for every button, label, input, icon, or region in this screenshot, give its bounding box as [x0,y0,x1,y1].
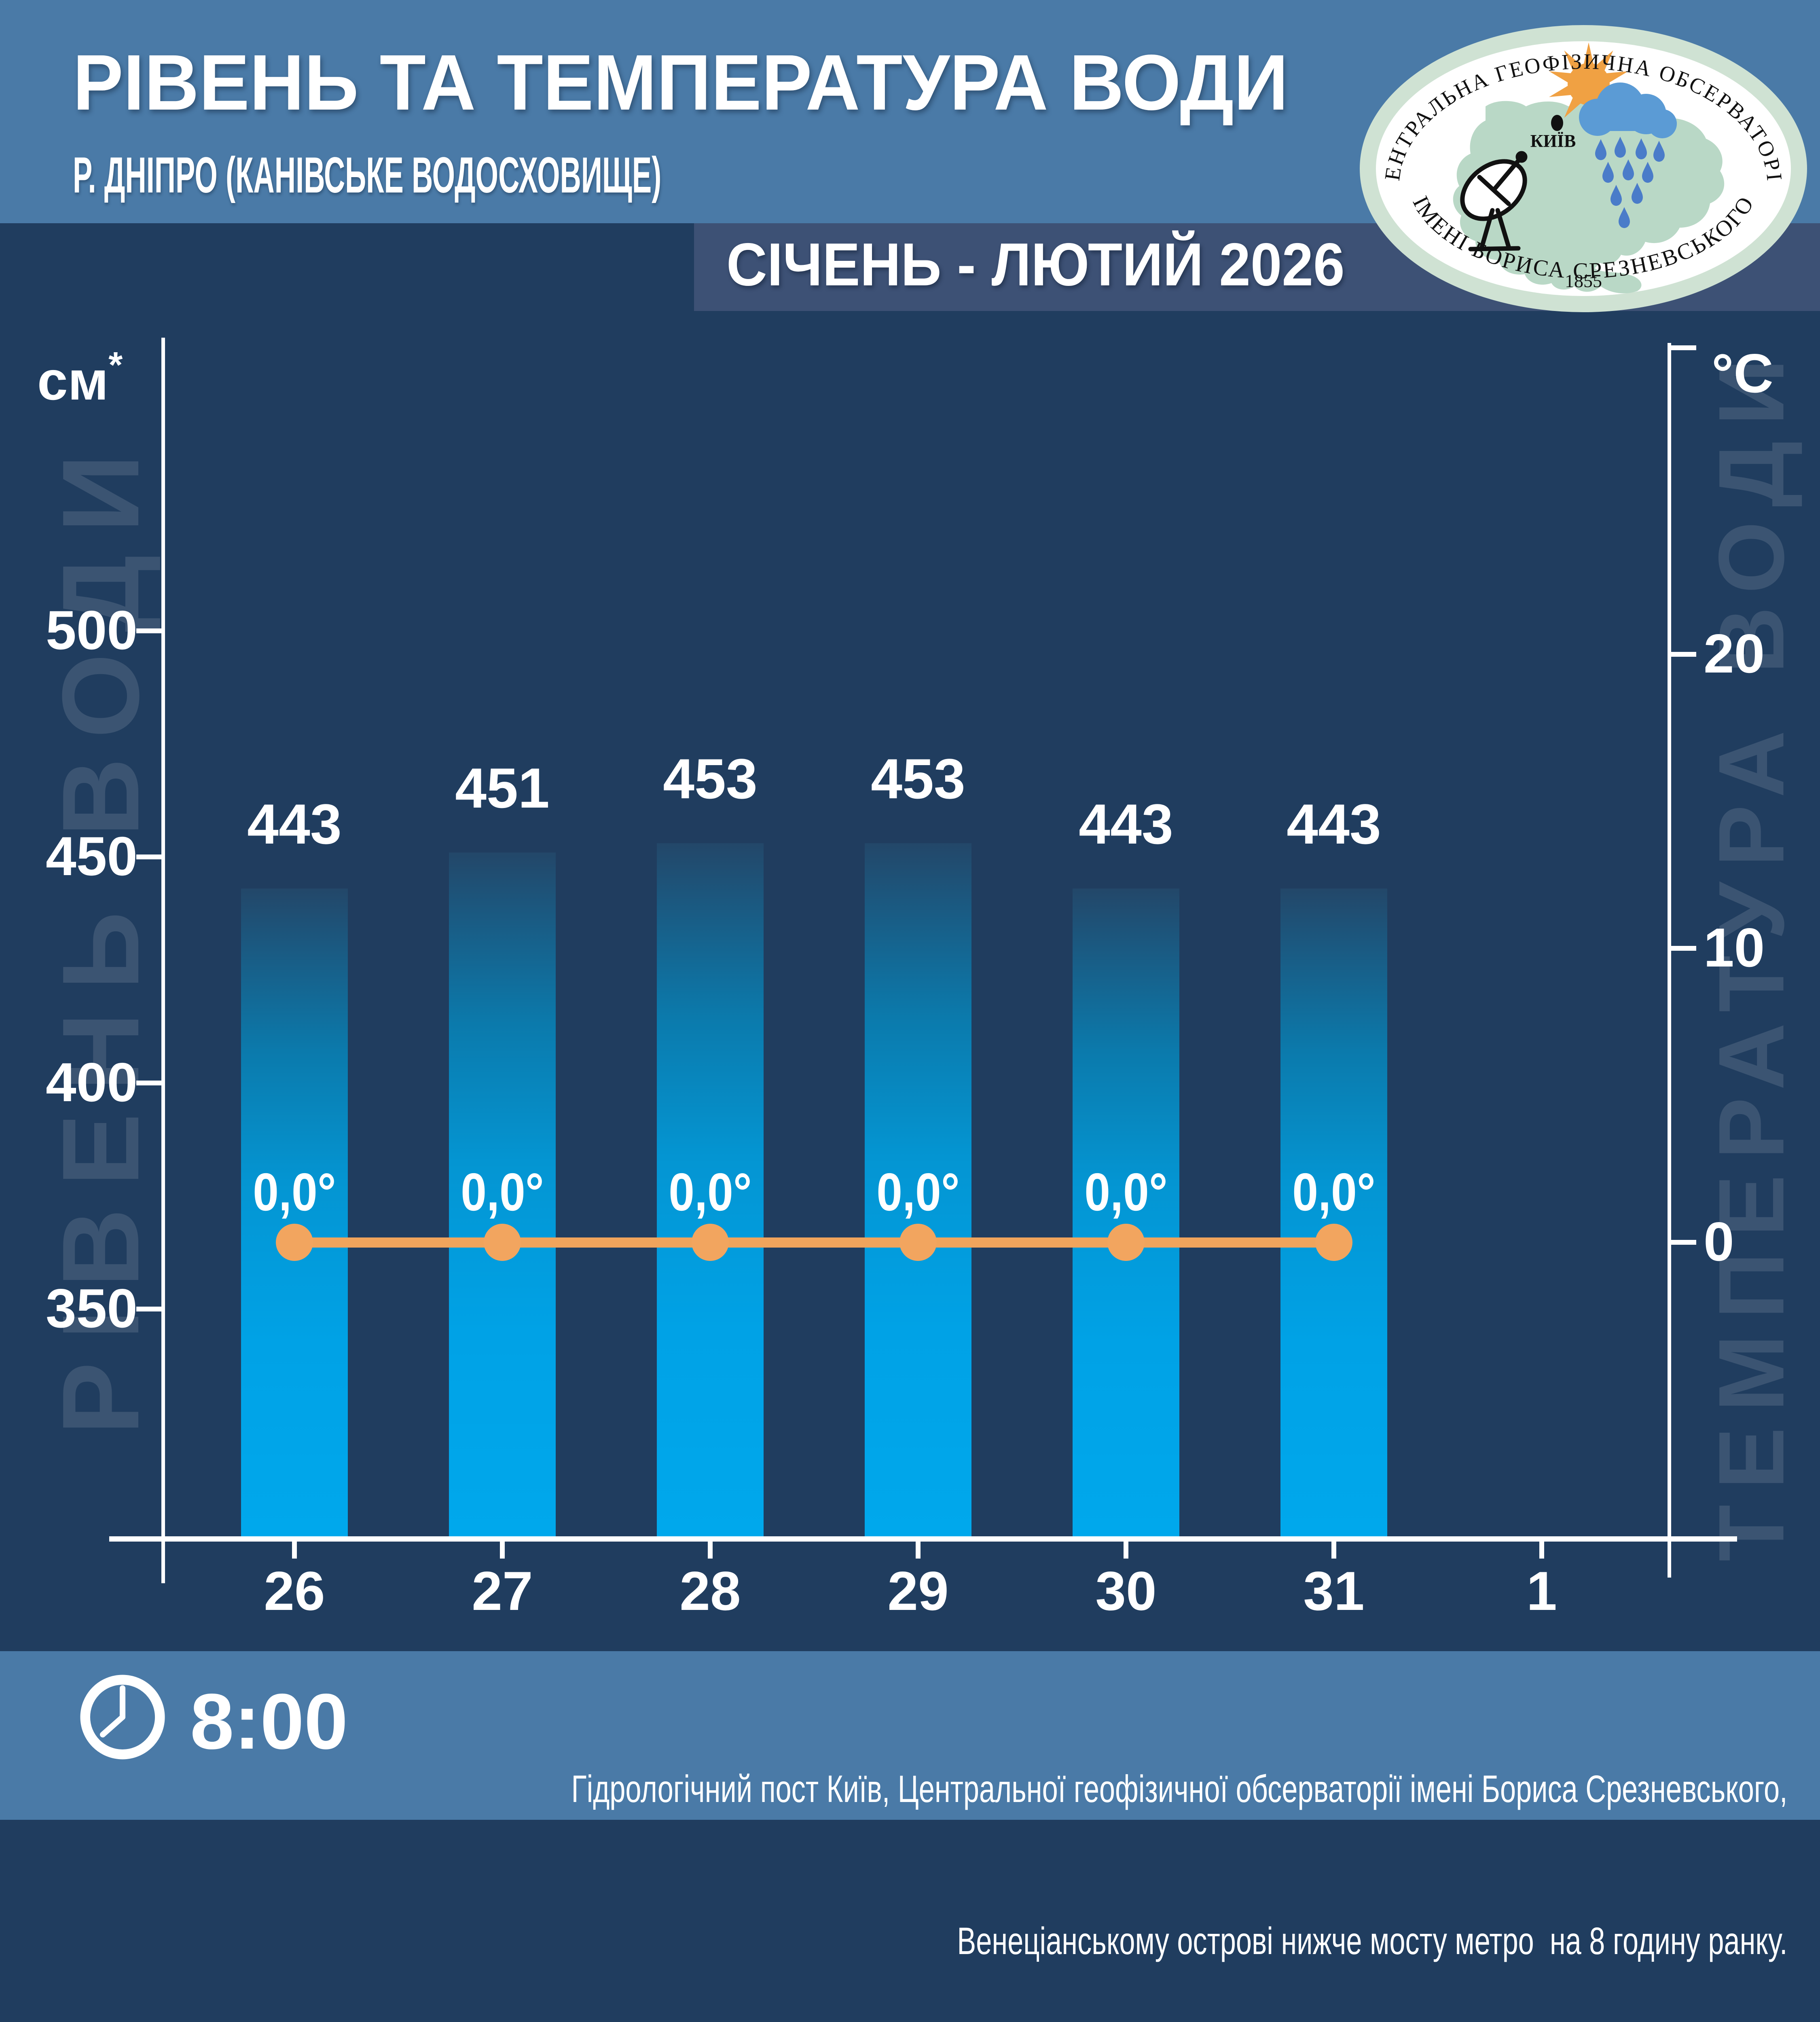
x-axis-label: 30 [1095,1560,1157,1622]
observatory-logo: КИЇВ ЦЕНТРАЛЬНА ГЕОФІЗИЧНА ОБСЕРВАТОРІЯ … [1358,23,1807,312]
temperature-marker [692,1224,729,1261]
bar-value-label: 453 [663,747,758,811]
temperature-label: 0,0° [669,1162,752,1222]
x-axis-label: 29 [887,1560,949,1622]
temperature-line [294,1237,1334,1248]
bar-value-label: 443 [247,792,342,856]
y-axis-tick-right [1671,946,1696,951]
y-axis-tick-label-left: 350 [46,1277,138,1339]
x-axis-line [109,1536,1737,1542]
period-label: СІЧЕНЬ - ЛЮТИЙ 2026 [726,230,1345,298]
infographic-root: РІВЕНЬ ТА ТЕМПЕРАТУРА ВОДИ Р. ДНІПРО (КА… [0,0,1820,1963]
bar-value-label: 453 [871,747,965,811]
temperature-label: 0,0° [253,1162,336,1222]
y-axis-tick-right [1671,1240,1696,1245]
x-axis-tick [500,1539,505,1559]
temperature-label: 0,0° [876,1162,960,1222]
temperature-marker [1107,1224,1145,1261]
y-axis-tick-left [136,1307,161,1311]
clock-icon [80,1675,165,1760]
y-axis-end-tick-right [1671,345,1696,350]
temperature-label: 0,0° [1084,1162,1168,1222]
temperature-marker [1315,1224,1352,1261]
x-axis-label: 28 [679,1560,741,1622]
y-axis-left-line [161,338,165,1583]
x-axis-label: 27 [472,1560,533,1622]
x-axis-label: 26 [264,1560,325,1622]
page-subtitle: Р. ДНІПРО (КАНІВСЬКЕ ВОДОСХОВИЩЕ) [73,147,662,203]
x-axis-tick [292,1539,297,1559]
x-axis-label: 31 [1303,1560,1365,1622]
temperature-marker [899,1224,937,1261]
x-axis-tick [1539,1539,1544,1559]
y-axis-unit-left: см* [37,345,123,411]
y-axis-tick-label-right: 10 [1704,917,1765,978]
logo-year: 1855 [1565,271,1602,291]
y-axis-tick-label-left: 450 [46,825,138,887]
radio-telescope-icon [1460,151,1528,252]
raindrops-icon [1595,137,1665,228]
bar-value-label: 451 [455,756,550,820]
observation-time: 8:00 [190,1677,348,1766]
x-axis-label: 1 [1526,1560,1557,1622]
bar-value-label: 443 [1287,792,1381,856]
footer-note: Гідрологічний пост Київ, Центральної гео… [571,1662,1788,2022]
temperature-label: 0,0° [1292,1162,1376,1222]
footer-band: 8:00 Гідрологічний пост Київ, Центрально… [0,1651,1820,1963]
kyiv-label: КИЇВ [1530,131,1576,151]
bar-water-level [241,888,348,1539]
kyiv-dot [1551,115,1563,131]
temperature-label: 0,0° [461,1162,544,1222]
y-axis-tick-label-left: 500 [46,599,138,661]
bar-water-level [865,843,971,1539]
temperature-marker [484,1224,521,1261]
footer-note-line-1: Гідрологічний пост Київ, Центральної гео… [571,1767,1788,1810]
bar-water-level [449,852,556,1539]
y-axis-tick-label-right: 20 [1704,623,1765,684]
page-title: РІВЕНЬ ТА ТЕМПЕРАТУРА ВОДИ [73,38,1289,127]
bar-water-level [657,843,764,1539]
y-axis-tick-right [1671,652,1696,657]
footer-note-line-2: Венеціанському острові нижче мосту метро… [957,1919,1788,1963]
y-axis-tick-left [136,854,161,859]
bar-water-level [1280,888,1387,1539]
bar-value-label: 443 [1079,792,1173,856]
y-axis-unit-right: °C [1712,343,1773,404]
y-axis-tick-left [136,1081,161,1085]
y-axis-tick-left [136,628,161,633]
y-axis-tick-label-left: 400 [46,1051,138,1113]
y-axis-tick-label-right: 0 [1704,1211,1734,1272]
y-axis-right-line [1668,343,1671,1578]
bar-water-level [1073,888,1179,1539]
x-axis-tick [916,1539,921,1559]
rain-cloud-icon [1579,82,1677,138]
temperature-marker [276,1224,313,1261]
x-axis-tick [708,1539,713,1559]
x-axis-tick [1124,1539,1128,1559]
x-axis-tick [1331,1539,1336,1559]
